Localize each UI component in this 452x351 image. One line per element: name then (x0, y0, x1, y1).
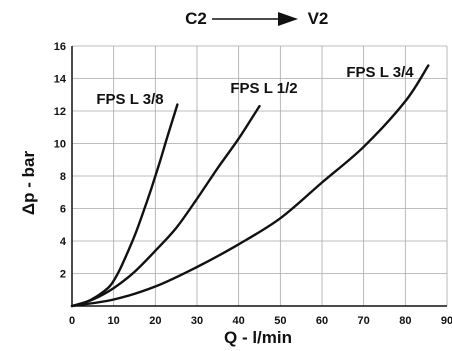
flow-direction-header: C2 V2 (185, 9, 328, 28)
x-tick-label: 50 (274, 315, 286, 327)
x-tick-label: 20 (149, 315, 161, 327)
x-tick-label: 30 (191, 315, 203, 327)
x-tick-label: 90 (441, 315, 452, 327)
axes (71, 46, 447, 307)
y-tick-label: 2 (60, 269, 66, 281)
y-tick-label: 8 (60, 171, 66, 183)
series-line-fps-l-3-4 (70, 64, 430, 308)
x-tick-label: 10 (108, 315, 120, 327)
tick-labels: 0 10 20 30 40 50 60 70 80 90 2 4 6 8 10 12 14 16 (54, 41, 452, 327)
x-tick-label: 0 (69, 315, 75, 327)
y-tick-label: 16 (54, 41, 66, 53)
series-line-fps-l-3-8 (70, 103, 179, 308)
series-label-fps-l-3-4: FPS L 3/4 (346, 64, 414, 81)
to-port-label: V2 (308, 9, 329, 28)
y-tick-label: 12 (54, 106, 66, 118)
series-lines (70, 64, 430, 308)
series-line-fps-l-1-2 (70, 104, 261, 308)
series-label-fps-l-1-2: FPS L 1/2 (230, 80, 297, 97)
x-tick-label: 80 (399, 315, 411, 327)
x-tick-label: 40 (233, 315, 245, 327)
y-tick-label: 14 (54, 74, 67, 86)
x-tick-label: 70 (358, 315, 370, 327)
y-tick-label: 4 (60, 236, 67, 248)
y-tick-label: 10 (54, 139, 66, 151)
y-tick-label: 6 (60, 204, 66, 216)
from-port-label: C2 (185, 9, 207, 28)
y-axis-label: Δp - bar (19, 151, 38, 216)
series-label-fps-l-3-8: FPS L 3/8 (96, 91, 163, 108)
grid (72, 45, 448, 306)
x-axis-label: Q - l/min (224, 328, 292, 347)
x-tick-label: 60 (316, 315, 328, 327)
flow-arrow-icon (278, 12, 298, 26)
